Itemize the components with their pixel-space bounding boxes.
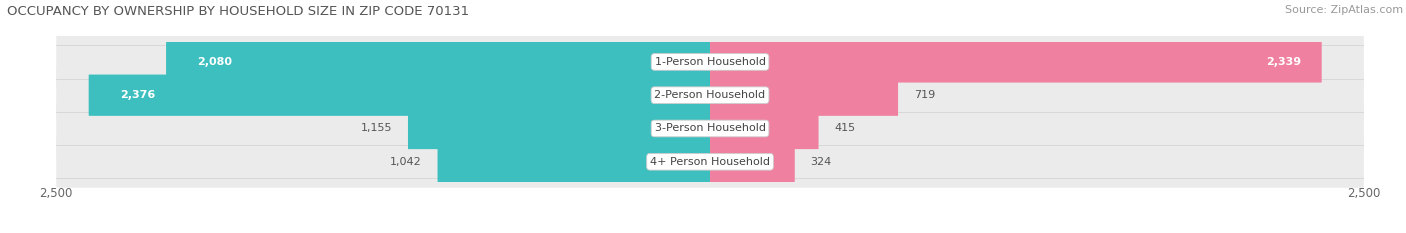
- FancyBboxPatch shape: [408, 108, 710, 149]
- FancyBboxPatch shape: [166, 41, 710, 82]
- Text: 1-Person Household: 1-Person Household: [655, 57, 765, 67]
- Text: Source: ZipAtlas.com: Source: ZipAtlas.com: [1285, 5, 1403, 15]
- Text: 3-Person Household: 3-Person Household: [655, 123, 765, 134]
- FancyBboxPatch shape: [56, 36, 1364, 88]
- Text: 2,376: 2,376: [120, 90, 155, 100]
- Text: 415: 415: [834, 123, 855, 134]
- Text: 2,339: 2,339: [1265, 57, 1301, 67]
- Text: 719: 719: [914, 90, 935, 100]
- Text: 324: 324: [810, 157, 832, 167]
- FancyBboxPatch shape: [710, 75, 898, 116]
- FancyBboxPatch shape: [437, 141, 710, 182]
- FancyBboxPatch shape: [89, 75, 710, 116]
- Text: OCCUPANCY BY OWNERSHIP BY HOUSEHOLD SIZE IN ZIP CODE 70131: OCCUPANCY BY OWNERSHIP BY HOUSEHOLD SIZE…: [7, 5, 470, 18]
- Text: 1,155: 1,155: [361, 123, 392, 134]
- Text: 2,080: 2,080: [197, 57, 232, 67]
- FancyBboxPatch shape: [56, 103, 1364, 154]
- Text: 4+ Person Household: 4+ Person Household: [650, 157, 770, 167]
- FancyBboxPatch shape: [56, 69, 1364, 121]
- FancyBboxPatch shape: [710, 141, 794, 182]
- FancyBboxPatch shape: [710, 41, 1322, 82]
- FancyBboxPatch shape: [710, 108, 818, 149]
- Text: 2-Person Household: 2-Person Household: [654, 90, 766, 100]
- Text: 1,042: 1,042: [389, 157, 422, 167]
- FancyBboxPatch shape: [56, 136, 1364, 188]
